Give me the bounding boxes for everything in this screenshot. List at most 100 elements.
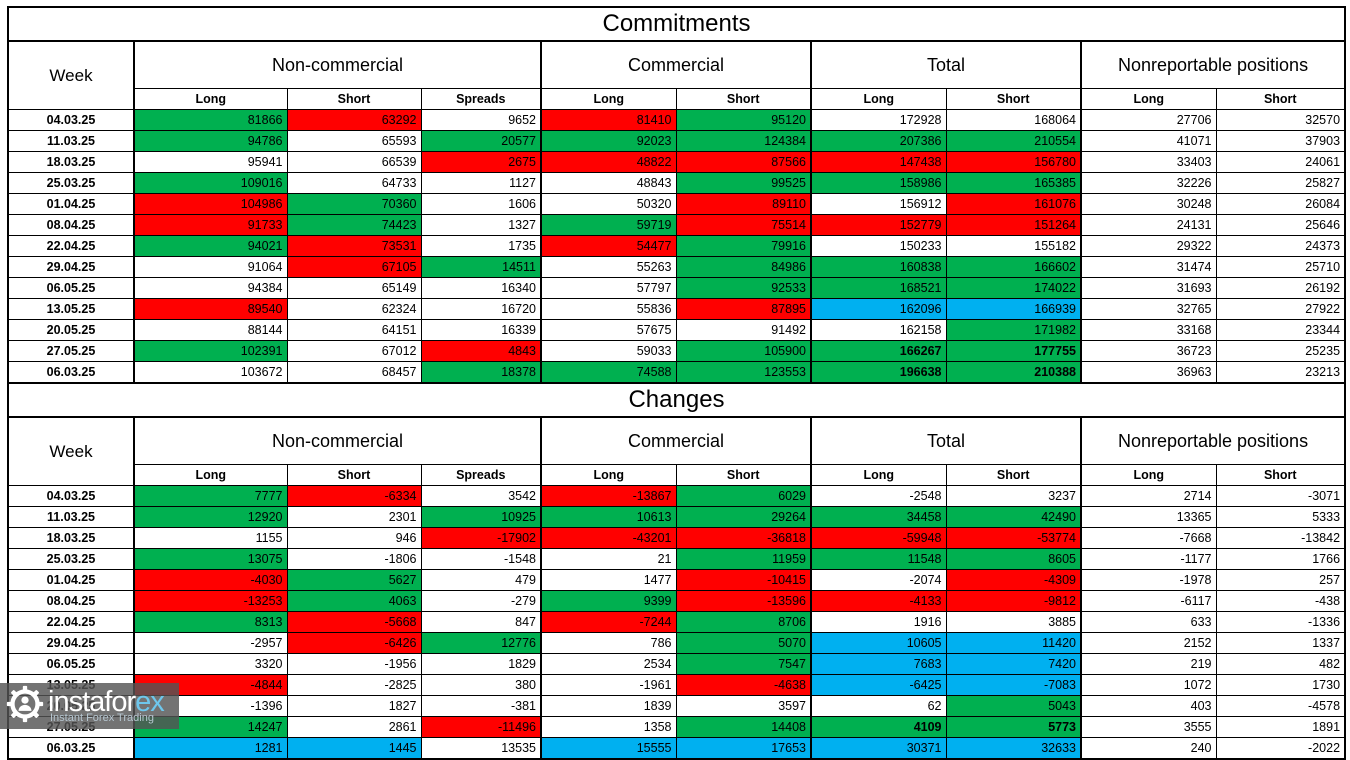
value-cell: 62324 [286,298,422,320]
value-cell: 10925 [420,506,542,528]
week-cell: 11.03.25 [7,506,135,528]
value-cell: -1961 [540,674,677,696]
value-cell: 75514 [675,214,812,236]
value-cell: -13596 [675,590,812,612]
col-header: Short [286,88,422,110]
value-cell: 14408 [675,716,812,738]
value-cell: -13867 [540,485,677,507]
commitments-title: Commitments [7,6,1346,42]
table-row: 06.03.25 103672 68457 18378 74588 123553 19663… [7,361,1346,384]
value-cell: 9652 [420,109,542,131]
value-cell: 37903 [1215,130,1346,152]
value-cell: -2825 [286,674,422,696]
value-cell: 12776 [420,632,542,654]
table-row: 27.05.25 102391 67012 4843 59033 105900 166267… [7,340,1346,362]
value-cell: 166939 [945,298,1082,320]
table-row: 11.03.25 94786 65593 20577 92023 124384 207386… [7,130,1346,152]
value-cell: 210554 [945,130,1082,152]
value-cell: 12920 [133,506,288,528]
value-cell: -7083 [945,674,1082,696]
value-cell: 162158 [810,319,947,341]
value-cell: 36963 [1080,361,1217,384]
cot-table: Commitments Week Non-commercial Commerci… [7,6,1347,760]
value-cell: 89540 [133,298,288,320]
week-cell: 18.03.25 [7,151,135,173]
value-cell: 161076 [945,193,1082,215]
value-cell: 147438 [810,151,947,173]
value-cell: 1839 [540,695,677,717]
col-header: Long [810,464,947,486]
value-cell: 6029 [675,485,812,507]
col-header: Spreads [420,464,542,486]
value-cell: 59719 [540,214,677,236]
value-cell: 11959 [675,548,812,570]
value-cell: 23213 [1215,361,1346,384]
table-row: 06.05.25 3320 -1956 1829 2534 7547 7683 7420 219… [7,653,1346,675]
value-cell: 25827 [1215,172,1346,194]
brand-tagline: Instant Forex Trading [50,712,154,724]
value-cell: 21 [540,548,677,570]
group-header-total: Total [810,40,1082,89]
value-cell: 14511 [420,256,542,278]
value-cell: 36723 [1080,340,1217,362]
value-cell: 41071 [1080,130,1217,152]
table-row: 01.04.25 -4030 5627 479 1477 -10415 -2074 -4309… [7,569,1346,591]
value-cell: 1730 [1215,674,1346,696]
week-cell: 22.04.25 [7,611,135,633]
value-cell: 5333 [1215,506,1346,528]
value-cell: 1327 [420,214,542,236]
value-cell: 7777 [133,485,288,507]
cot-report-page: Commitments Week Non-commercial Commerci… [0,6,1347,760]
value-cell: 155182 [945,235,1082,257]
value-cell: 32570 [1215,109,1346,131]
value-cell: 7420 [945,653,1082,675]
value-cell: 81410 [540,109,677,131]
value-cell: 1916 [810,611,947,633]
value-cell: 31474 [1080,256,1217,278]
week-cell: 06.03.25 [7,361,135,384]
value-cell: 79916 [675,235,812,257]
value-cell: -6117 [1080,590,1217,612]
table-row: 22.04.25 8313 -5668 847 -7244 8706 1916 3885 633… [7,611,1346,633]
value-cell: 124384 [675,130,812,152]
value-cell: 156780 [945,151,1082,173]
value-cell: 27922 [1215,298,1346,320]
value-cell: 88144 [133,319,288,341]
value-cell: 92023 [540,130,677,152]
value-cell: 7683 [810,653,947,675]
value-cell: -4030 [133,569,288,591]
value-cell: 1477 [540,569,677,591]
value-cell: 29264 [675,506,812,528]
col-header: Long [810,88,947,110]
table-row: 08.04.25 91733 74423 1327 59719 75514 152779 15… [7,214,1346,236]
value-cell: 33168 [1080,319,1217,341]
value-cell: 64151 [286,319,422,341]
value-cell: 91492 [675,319,812,341]
col-header: Short [945,88,1082,110]
week-cell: 22.04.25 [7,235,135,257]
value-cell: 68457 [286,361,422,384]
value-cell: 103672 [133,361,288,384]
week-cell: 27.05.25 [7,340,135,362]
value-cell: 55836 [540,298,677,320]
value-cell: 168521 [810,277,947,299]
value-cell: 87566 [675,151,812,173]
value-cell: 65593 [286,130,422,152]
value-cell: 2301 [286,506,422,528]
value-cell: 67012 [286,340,422,362]
value-cell: -1978 [1080,569,1217,591]
table-row: 18.03.25 1155 946 -17902 -43201 -36818 -59948-… [7,527,1346,549]
value-cell: 48822 [540,151,677,173]
value-cell: 11548 [810,548,947,570]
value-cell: 5773 [945,716,1082,738]
value-cell: -4309 [945,569,1082,591]
value-cell: -1806 [286,548,422,570]
value-cell: 4063 [286,590,422,612]
value-cell: 1337 [1215,632,1346,654]
value-cell: 26192 [1215,277,1346,299]
value-cell: 57675 [540,319,677,341]
value-cell: 30248 [1080,193,1217,215]
value-cell: 102391 [133,340,288,362]
value-cell: 84986 [675,256,812,278]
value-cell: 1127 [420,172,542,194]
